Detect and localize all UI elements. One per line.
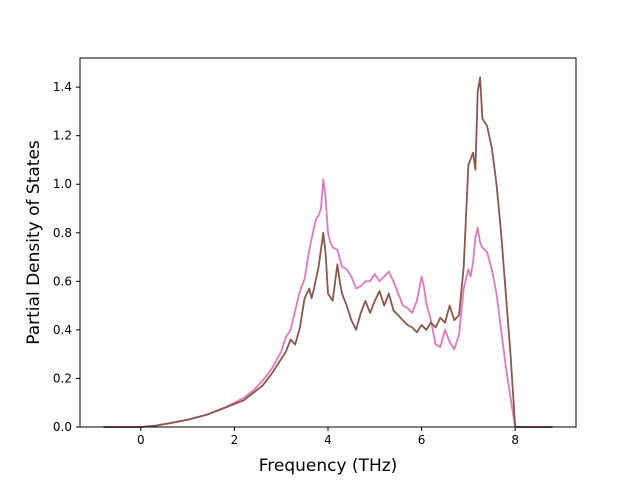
series-line-1 — [103, 178, 553, 428]
y-tick-label: 1.2 — [53, 129, 72, 143]
y-tick-label: 1.4 — [53, 80, 72, 94]
x-tick-label: 2 — [231, 433, 239, 447]
series-line-2 — [103, 76, 553, 428]
x-axis-label: Frequency (THz) — [259, 456, 398, 476]
y-tick-label: 0.8 — [53, 226, 72, 240]
plot-frame — [79, 57, 577, 428]
series-layer — [103, 76, 553, 428]
y-tick-label: 1.0 — [53, 177, 72, 191]
x-tick-label: 8 — [511, 433, 519, 447]
y-tick-label: 0.4 — [53, 323, 72, 337]
y-tick-label: 0.6 — [53, 274, 72, 288]
x-tick-label: 4 — [324, 433, 332, 447]
y-axis-label: Partial Density of States — [24, 140, 44, 345]
x-tick-label: 0 — [137, 433, 145, 447]
y-tick-label: 0.2 — [53, 371, 72, 385]
y-tick-label: 0.0 — [53, 420, 72, 434]
ticks-layer: 0 2 4 6 8 0.0 0.2 0.4 0.6 0.8 1.0 1.2 1.4 — [53, 80, 519, 447]
x-tick-label: 6 — [418, 433, 426, 447]
